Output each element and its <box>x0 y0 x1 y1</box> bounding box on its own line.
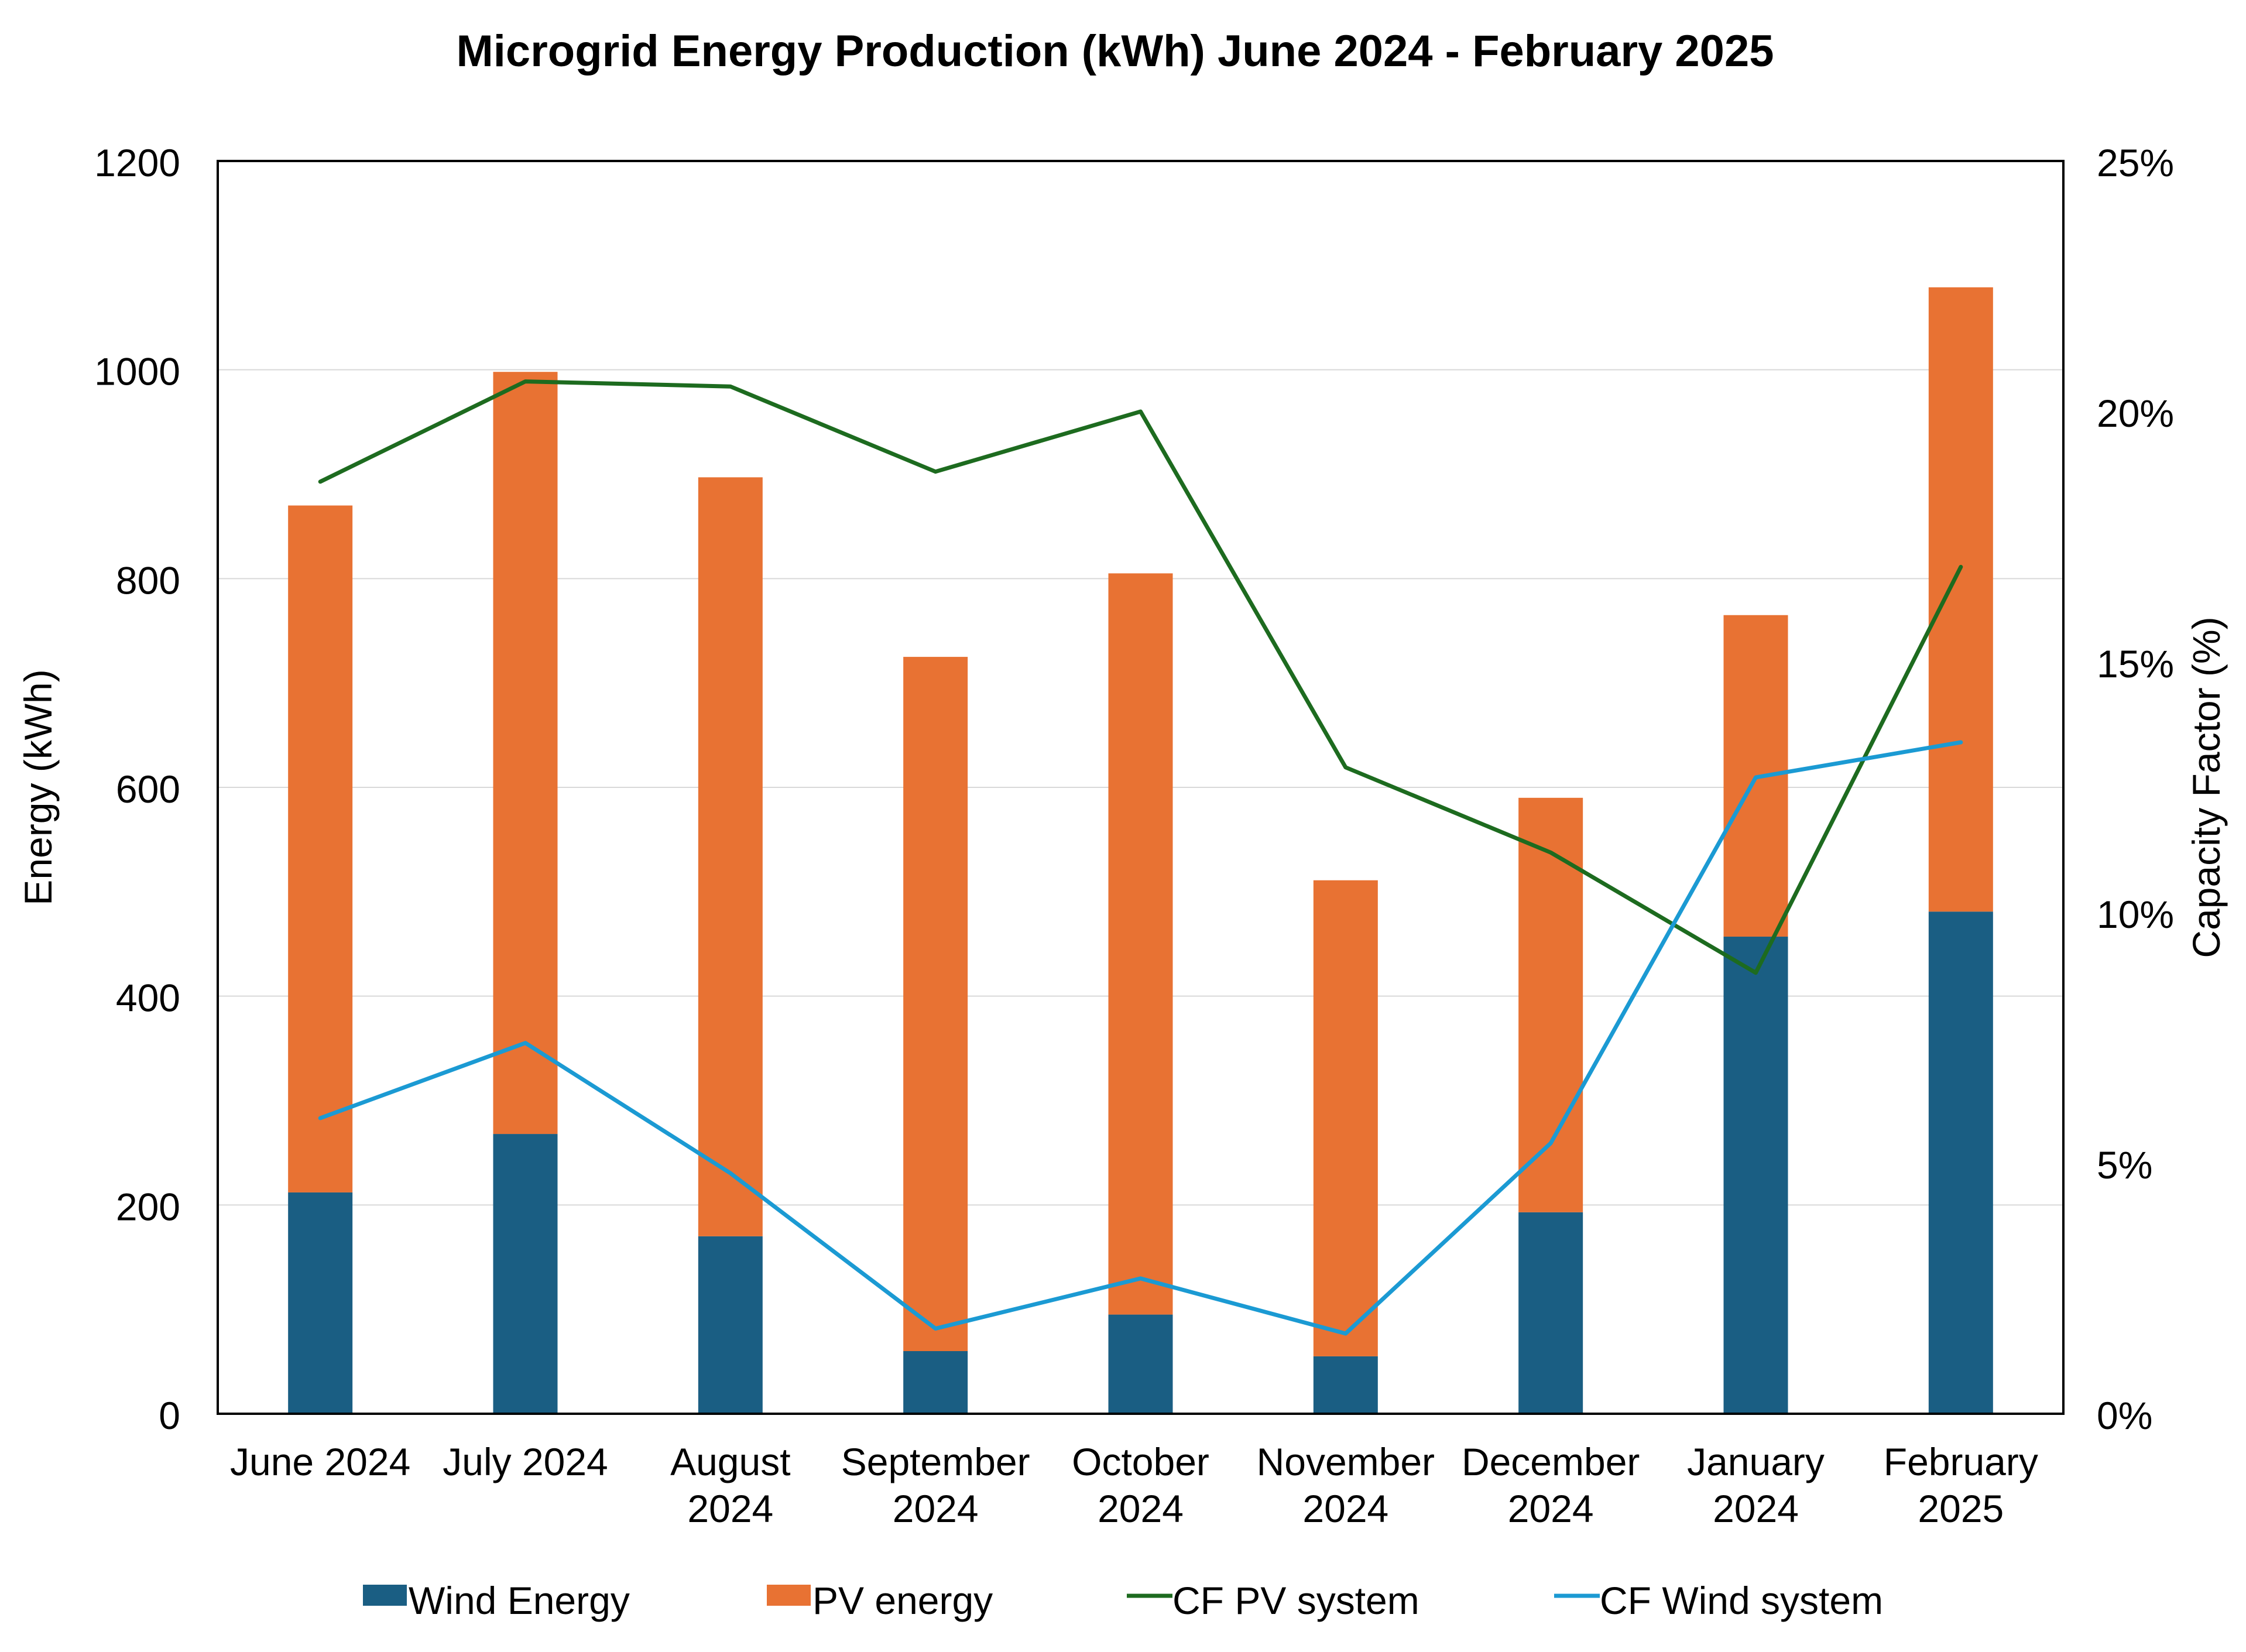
x-tick-label-line: 2024 <box>1302 1487 1388 1530</box>
bar-wind-energy <box>288 1192 353 1414</box>
x-tick-label-line: July 2024 <box>443 1440 608 1483</box>
y-tick-label: 600 <box>116 767 180 811</box>
x-tick-label-line: 2024 <box>687 1487 773 1530</box>
bars <box>288 287 1993 1414</box>
x-tick-label-line: January <box>1687 1440 1825 1483</box>
x-tick-label: August 2024 <box>670 1440 790 1530</box>
legend-pv-energy-swatch <box>767 1585 811 1606</box>
y-tick-label: 200 <box>116 1185 180 1228</box>
x-tick-label: January 2024 <box>1687 1440 1825 1530</box>
bar-pv-energy <box>903 657 968 1351</box>
x-tick-label-line: December <box>1462 1440 1640 1483</box>
legend-cf-wind-system-label: CF Wind system <box>1600 1579 1883 1622</box>
x-tick-label-line: 2025 <box>1918 1487 2004 1530</box>
y-tick-label: 1200 <box>94 141 180 184</box>
x-tick-label-line: February <box>1884 1440 2038 1483</box>
y2-tick-label: 5% <box>2097 1143 2152 1187</box>
y-tick-label: 800 <box>116 558 180 602</box>
x-tick-label: December 2024 <box>1462 1440 1640 1530</box>
bar-pv-energy <box>493 372 558 1135</box>
x-tick-label: September 2024 <box>841 1440 1030 1530</box>
bar-pv-energy <box>1313 880 1378 1356</box>
bar-wind-energy <box>1518 1212 1583 1414</box>
x-tick-label-line: September <box>841 1440 1030 1483</box>
plot-frame <box>217 160 2065 1415</box>
x-tick-label-line: October <box>1072 1440 1209 1483</box>
legend-pv-energy-label: PV energy <box>812 1579 993 1622</box>
x-tick-label: July 2024 <box>443 1440 608 1483</box>
y-tick-label: 400 <box>116 976 180 1020</box>
bar-wind-energy <box>493 1134 558 1414</box>
bar-wind-energy <box>698 1236 763 1414</box>
x-tick-label: February 2025 <box>1884 1440 2038 1530</box>
x-tick-label: October 2024 <box>1072 1440 1209 1530</box>
bar-wind-energy <box>1723 937 1788 1414</box>
bar-wind-energy <box>1928 911 1993 1414</box>
line-cf-pv-system <box>318 379 1963 975</box>
y-tick-label: 0 <box>159 1394 180 1437</box>
x-tick-label-line: August <box>670 1440 790 1483</box>
legend-cf-pv-system-label: CF PV system <box>1172 1579 1419 1622</box>
line-cf-wind-system <box>318 740 1963 1336</box>
y2-tick-label: 25% <box>2097 141 2174 184</box>
y2-axis-title: Capacity Factor (%) <box>2185 616 2228 958</box>
legend-wind-energy-swatch <box>363 1585 407 1606</box>
bar-pv-energy <box>1928 287 1993 912</box>
y2-tick-label: 15% <box>2097 642 2174 686</box>
y2-tick-label: 20% <box>2097 392 2174 435</box>
x-tick-label-line: November <box>1257 1440 1435 1483</box>
y-axis-title: Energy (kWh) <box>16 669 60 905</box>
chart-title: Microgrid Energy Production (kWh) June 2… <box>457 26 1774 76</box>
axes: 0 200 400 600 800 1000 1200 0% 5% 10% 15% 20% 25% Jun… <box>16 141 2228 1530</box>
x-tick-label-line: 2024 <box>1098 1487 1184 1530</box>
y2-tick-label: 10% <box>2097 893 2174 936</box>
y2-tick-label: 0% <box>2097 1394 2152 1437</box>
x-tick-label-line: 2024 <box>1508 1487 1594 1530</box>
x-tick-label-line: 2024 <box>893 1487 979 1530</box>
legend: Wind Energy PV energy CF PV system CF Wind … <box>363 1579 1883 1622</box>
y-tick-label: 1000 <box>94 350 180 393</box>
series-lines <box>318 379 1963 1336</box>
x-tick-label-line: June 2024 <box>230 1440 410 1483</box>
x-tick-label-line: 2024 <box>1713 1487 1799 1530</box>
x-tick-label: November 2024 <box>1257 1440 1435 1530</box>
bar-pv-energy <box>1518 797 1583 1212</box>
legend-wind-energy-label: Wind Energy <box>409 1579 630 1622</box>
x-tick-label: June 2024 <box>230 1440 410 1483</box>
bar-pv-energy <box>1108 573 1173 1315</box>
bar-pv-energy <box>698 477 763 1236</box>
bar-pv-energy <box>288 505 353 1192</box>
bar-wind-energy <box>903 1351 968 1414</box>
bar-wind-energy <box>1108 1314 1173 1414</box>
bar-wind-energy <box>1313 1356 1378 1414</box>
